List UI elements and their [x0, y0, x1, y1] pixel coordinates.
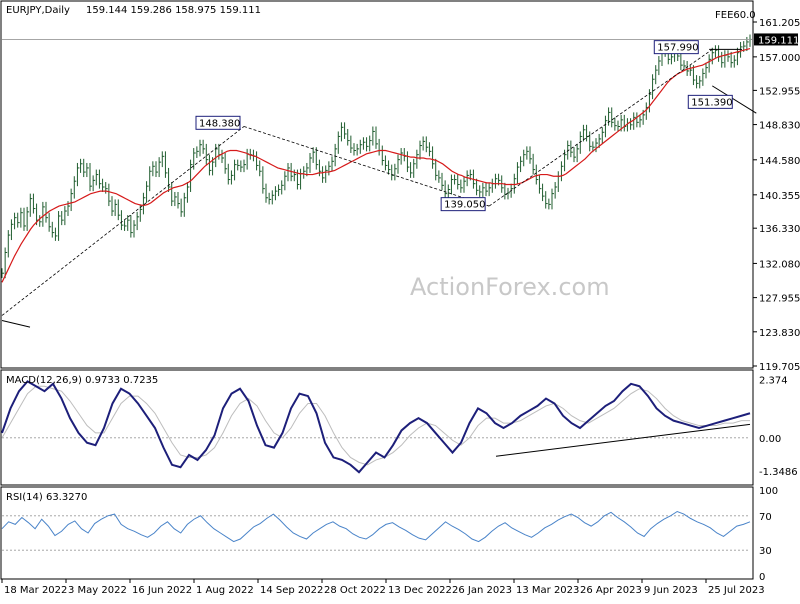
macd-trendline: [495, 423, 751, 457]
price-annotation-box: [195, 115, 241, 130]
dashed-trend-up-2: [488, 49, 713, 207]
support-line: [712, 85, 757, 114]
x-tick-label: 28 Oct 2022: [324, 585, 386, 596]
rsi-series-group: [1, 510, 751, 551]
x-tick-label: 14 Sep 2022: [260, 585, 323, 596]
x-tick-label: 16 Jun 2022: [132, 585, 192, 596]
price-annotation-label: 151.390: [691, 97, 732, 108]
ohlc-readout: 159.144 159.286 158.975 159.111: [86, 5, 261, 16]
price-y-tick-label: 136.330: [759, 224, 800, 235]
price-annotation-box: [653, 40, 699, 55]
dashed-trend-down: [243, 126, 490, 207]
top-right-label: FEE60.0: [715, 10, 756, 21]
rsi-y-tick-label: 0: [759, 572, 765, 583]
macd-y-tick-label: 0.00: [759, 434, 781, 445]
x-tick-label: 18 Mar 2022: [4, 585, 67, 596]
x-tick-label: 1 Aug 2022: [196, 585, 254, 596]
y-axis-group: 161.205 157.000 152.955 148.830 144.580 140.3…: [753, 18, 800, 583]
x-axis-group: 18 Mar 2022 3 May 2022 16 Jun 2022 1 Aug 20…: [1, 579, 765, 596]
price-y-tick-label: 119.705: [759, 362, 800, 373]
macd-signal-line: [1, 385, 750, 466]
price-annotation-box: [440, 197, 486, 212]
price-y-tick-label: 157.000: [759, 53, 800, 64]
macd-panel: [0, 369, 754, 486]
macd-y-tick-label: 2.374: [759, 376, 788, 387]
price-annotation-label: 157.990: [657, 43, 698, 54]
moving-average-line: [1, 47, 751, 283]
macd-title: MACD(12,26,9) 0.9733 0.7235: [6, 375, 158, 386]
price-y-tick-label: 148.830: [759, 121, 800, 132]
rsi-panel: [0, 486, 754, 580]
price-y-tick-label: 152.955: [759, 86, 800, 97]
macd-series-group: [1, 380, 751, 474]
rsi-y-tick-label: 30: [759, 546, 772, 557]
current-price-box: [754, 33, 798, 46]
x-tick-label: 26 Jan 2023: [452, 585, 512, 596]
x-tick-label: 3 May 2022: [68, 585, 127, 596]
x-tick-label: 9 Jun 2023: [644, 585, 698, 596]
macd-y-tick-label: -1.3486: [759, 467, 798, 478]
watermark: ActionForex.com: [410, 273, 610, 301]
price-y-tick-label: 161.205: [759, 18, 800, 29]
price-y-tick-label: 140.355: [759, 191, 800, 202]
price-annotation-label: 148.380: [199, 118, 240, 129]
rsi-y-tick-label: 70: [759, 512, 772, 523]
rsi-line: [1, 510, 751, 543]
trend-segment-left: [1, 319, 31, 328]
price-y-tick-label: 123.830: [759, 328, 800, 339]
price-y-tick-label: 144.580: [759, 156, 800, 167]
rsi-title: RSI(14) 63.3270: [6, 492, 87, 503]
rsi-y-tick-label: 100: [759, 486, 778, 497]
current-price-label: 159.111: [758, 35, 799, 46]
x-tick-label: 13 Dec 2022: [388, 585, 452, 596]
x-tick-label: 25 Jul 2023: [708, 585, 765, 596]
x-tick-label: 26 Apr 2023: [580, 585, 642, 596]
price-y-tick-label: 127.955: [759, 294, 800, 305]
x-tick-label: 13 Mar 2023: [516, 585, 579, 596]
price-y-tick-label: 132.080: [759, 259, 800, 270]
price-panel: [0, 0, 754, 369]
price-annotation-label: 139.050: [444, 200, 485, 211]
macd-line: [1, 380, 751, 474]
price-series-group: 159.111 148.380 139.050 157.990 151.390: [1, 33, 799, 328]
symbol-label: EURJPY,Daily: [6, 5, 70, 16]
dashed-trend-up-1: [1, 126, 245, 316]
price-annotation-box: [687, 94, 733, 109]
